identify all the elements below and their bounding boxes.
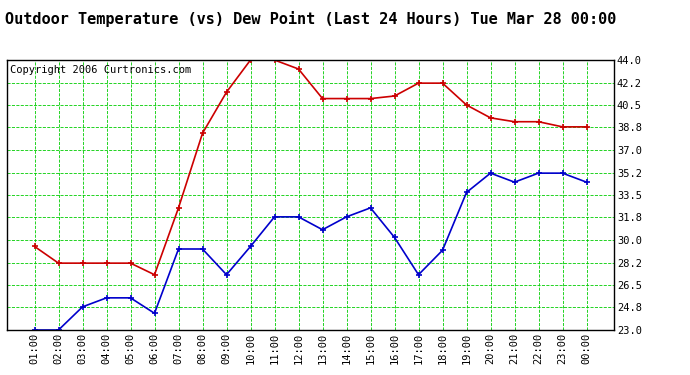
Text: Outdoor Temperature (vs) Dew Point (Last 24 Hours) Tue Mar 28 00:00: Outdoor Temperature (vs) Dew Point (Last…: [5, 11, 616, 27]
Text: Copyright 2006 Curtronics.com: Copyright 2006 Curtronics.com: [10, 65, 191, 75]
